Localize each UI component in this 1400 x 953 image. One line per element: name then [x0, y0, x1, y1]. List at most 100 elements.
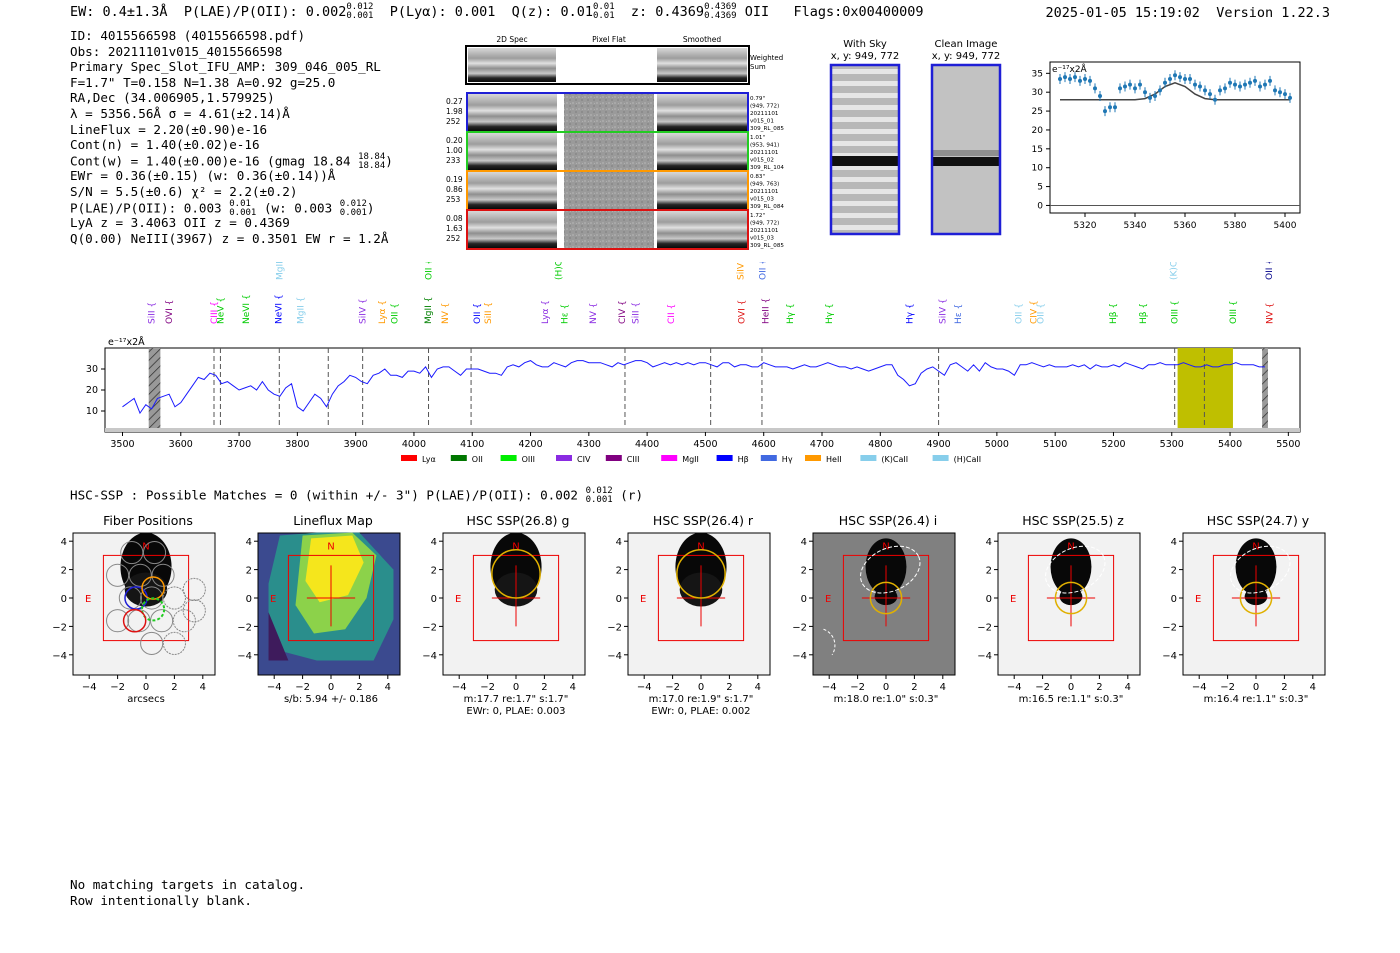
header-datetime: 2025-01-05 15:19:02 [1045, 5, 1200, 21]
hsc-xtick-label: 4 [200, 682, 206, 693]
east-label: E [85, 594, 91, 605]
header-timestamp: 2025-01-05 15:19:02 Version 1.22.3 [1046, 5, 1331, 21]
info-lineflux: LineFlux = 2.20(±0.90)e-16 [70, 121, 268, 137]
header-qz-hi: 0.01 [592, 2, 615, 12]
hsc-panel: Fiber Positions N E −4 −2 0 2 4 4 2 0 −2 −4 arcsecs [52, 513, 216, 705]
line-id-text: CII { [667, 304, 677, 324]
line-id-text: MgII { [296, 297, 306, 324]
cutout-meta: 309_RL_085 [750, 126, 784, 132]
zoom-data-point [1193, 82, 1197, 87]
line-id-label: Hγ { [786, 303, 796, 324]
line-id-label: MgII { [424, 297, 434, 324]
hsc-xtick-label: −4 [267, 682, 282, 693]
legend-swatch [661, 455, 678, 461]
hsc-xtick-label: 4 [1310, 682, 1316, 693]
line-id-text: OII { [759, 262, 769, 280]
fiber-circle [182, 599, 206, 623]
header-summary: EW: 0.4±1.3Å P(LAE)/P(OII): 0.0020.012 0.… [70, 3, 924, 21]
hsc-xtick-label: 2 [1096, 682, 1102, 693]
clean-image-frame [930, 63, 1002, 236]
line-id-text: OIII { [1229, 300, 1239, 324]
line-id-label: CIV { [1030, 300, 1040, 324]
line-id-label: HeII { [761, 298, 771, 324]
cutout-meta: 309_RL_104 [750, 165, 784, 171]
hsc-caption: m:17.7 re:1.7" s:1.7" [464, 694, 569, 705]
masked-region [148, 348, 161, 432]
hsc-xtick-label: 2 [541, 682, 547, 693]
cutout-col-header: Pixel Flat [592, 35, 626, 44]
sky-stripe [832, 117, 898, 122]
aperture-box [657, 554, 745, 642]
cutout-meta: (949, 763) [750, 182, 779, 188]
line-id-label: Hε { [560, 304, 570, 324]
cutout-smoothed [657, 133, 747, 170]
cutout-stat: 233 [446, 156, 461, 165]
legend-label: HeII [826, 455, 842, 464]
line-id-label: MgII { [275, 262, 285, 280]
line-id-text: SiIV { [939, 298, 949, 324]
line-id-label: Lyα { [541, 300, 551, 324]
line-id-text: SiIV { [359, 298, 369, 324]
line-id-text: SiII { [148, 302, 158, 324]
line-id-text: CIV { [1030, 300, 1040, 324]
line-id-text: Hβ { [1109, 303, 1119, 324]
with-sky-trace [832, 156, 898, 166]
clean-title: Clean Image [935, 39, 998, 50]
hsc-xtick-label: −2 [665, 682, 680, 693]
zoom-data-point [1188, 76, 1192, 81]
east-label: E [455, 594, 461, 605]
legend-swatch [716, 455, 733, 461]
hsc-ytick-label: 2 [246, 566, 252, 577]
spec-xtick-label: 3500 [110, 439, 134, 450]
hsc-caption: m:17.0 re:1.9" s:1.7" [649, 694, 754, 705]
spec-xtick-label: 4200 [518, 439, 542, 450]
line-id-label: OII { [473, 303, 483, 324]
line-id-label: OVI { [165, 300, 175, 324]
zoom-xtick-label: 5320 [1074, 221, 1097, 231]
clean-coords: x, y: 949, 772 [932, 51, 1001, 62]
hsc-ytick-label: −4 [792, 651, 807, 662]
hsc-ytick-label: 2 [986, 566, 992, 577]
hsc-summary-lo: 0.001 [585, 495, 613, 505]
cutout-stat: 1.98 [446, 107, 463, 116]
legend-label: OII [472, 455, 483, 464]
cutout-meta: 309_RL_085 [750, 243, 784, 249]
hsc-ytick-label: 0 [986, 594, 992, 605]
info-radec: RA,Dec (34.006905,1.579925) [70, 90, 275, 106]
zoom-data-point [1128, 82, 1132, 87]
fiber-circle [151, 563, 175, 587]
line-id-label: OVI { [738, 300, 748, 324]
aperture-box [1212, 554, 1300, 642]
cutout-stat: 0.86 [446, 185, 463, 194]
with-sky-title: With Sky [843, 39, 887, 50]
zoom-data-point [1103, 109, 1107, 114]
aperture-circle [869, 581, 903, 615]
hsc-xtick-label: 0 [513, 682, 519, 693]
legend-label: MgII [682, 455, 699, 464]
info-contw-lo: 18.84 [358, 160, 386, 171]
hsc-summary: HSC-SSP : Possible Matches = 0 (within +… [70, 487, 643, 505]
line-id-text: CIII { [210, 301, 220, 324]
cutout-stat: 1.63 [446, 224, 463, 233]
zoom-data-point [1088, 78, 1092, 83]
hsc-ytick-label: 4 [986, 537, 992, 548]
hsc-ytick-label: −4 [977, 651, 992, 662]
fiber-selected-red [122, 608, 147, 633]
spec-ytick-label: 30 [86, 364, 98, 375]
sky-stripe [832, 69, 898, 74]
line-id-text: Hβ { [1139, 303, 1149, 324]
with-sky-image [832, 66, 898, 233]
zoom-data-point [1118, 86, 1122, 91]
cutout-meta: 1.01" [750, 135, 765, 141]
line-id-label: MgII { [296, 297, 306, 324]
legend-label: CIII [627, 455, 640, 464]
line-id-text: HeII { [761, 298, 771, 324]
line-id-text: Hε { [560, 304, 570, 324]
spec-xtick-label: 5000 [985, 439, 1009, 450]
spec-xtick-label: 4800 [868, 439, 892, 450]
line-id-text: OII { [425, 262, 435, 280]
line-id-label: OII { [1014, 303, 1024, 324]
hsc-ytick-label: −4 [607, 651, 622, 662]
sky-stripe [832, 189, 898, 194]
line-id-text: OII { [391, 303, 401, 324]
